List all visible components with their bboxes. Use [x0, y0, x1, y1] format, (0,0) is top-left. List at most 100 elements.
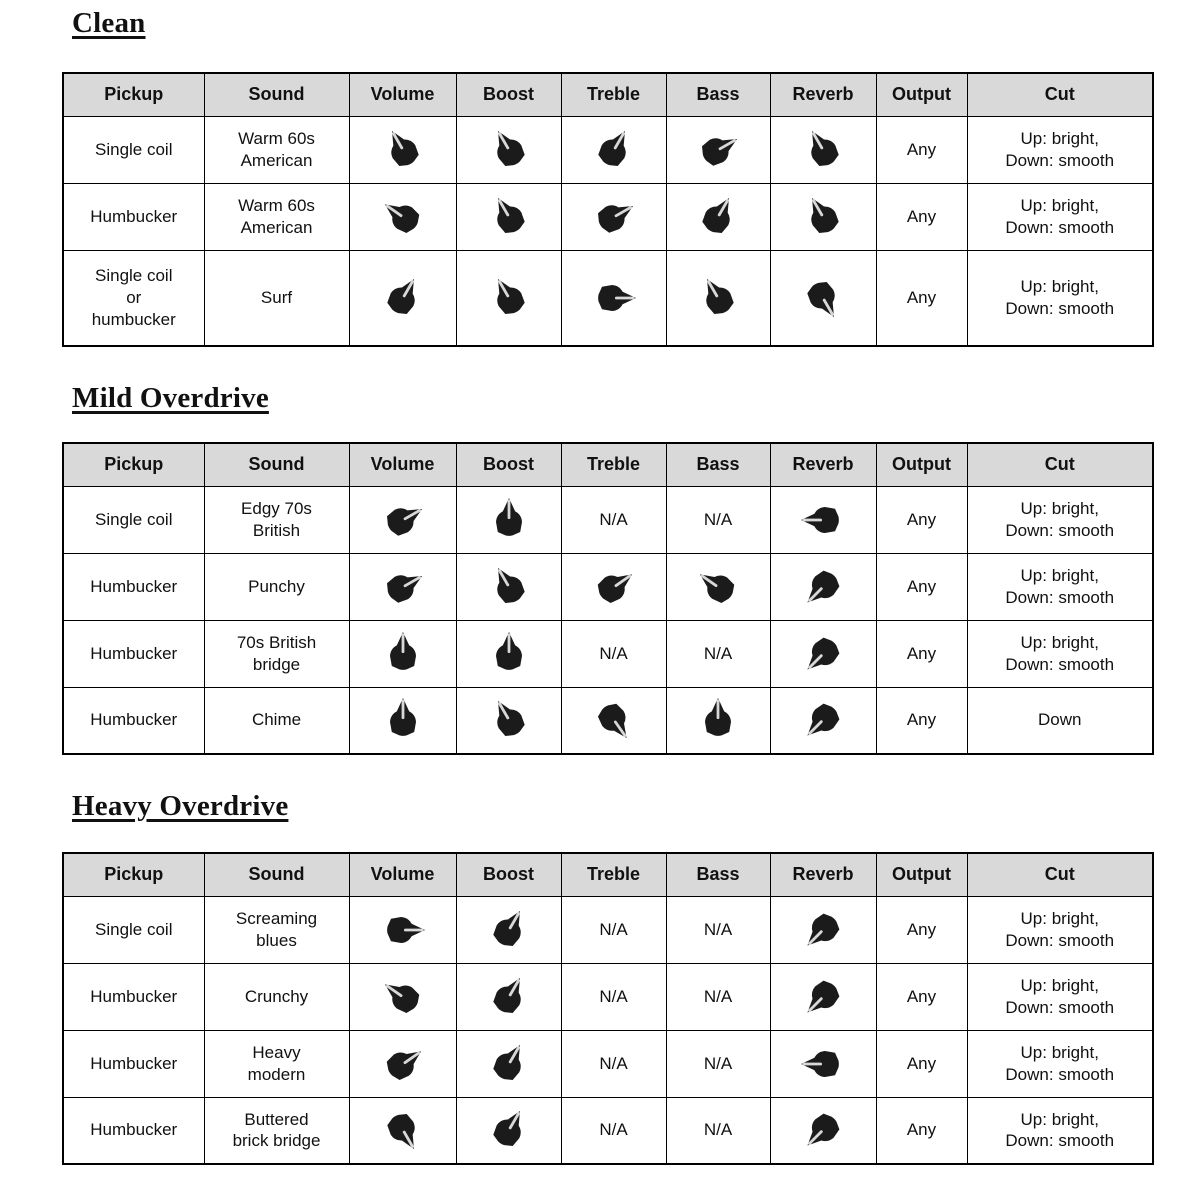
pickup-cell: Single coil or humbucker — [62, 249, 205, 347]
column-header-treble: Treble — [560, 442, 667, 487]
reverb-knob-icon — [807, 703, 840, 736]
column-header-reverb: Reverb — [769, 72, 877, 117]
column-header-output: Output — [875, 852, 968, 897]
cut-cell: Up: bright, Down: smooth — [966, 182, 1154, 251]
boost-knob-cell — [455, 115, 562, 184]
column-header-reverb: Reverb — [769, 442, 877, 487]
output-cell: Any — [875, 552, 968, 621]
column-header-boost: Boost — [455, 442, 562, 487]
reverb-knob-icon — [807, 570, 840, 603]
sound-cell: Punchy — [203, 552, 350, 621]
clean-settings-table: Pickup Sound Volume Boost Treble Bass Re… — [62, 72, 1154, 347]
reverb-knob-icon — [807, 637, 840, 670]
section-title-clean: Clean — [72, 7, 146, 39]
cut-cell: Down — [966, 686, 1154, 755]
reverb-knob-cell — [769, 1096, 877, 1165]
bass-knob-icon — [699, 573, 735, 603]
sound-cell: Buttered brick bridge — [203, 1096, 350, 1165]
treble-na-cell: N/A — [560, 619, 667, 688]
reverb-knob-cell — [769, 182, 877, 251]
column-header-treble: Treble — [560, 852, 667, 897]
bass-knob-cell — [665, 115, 771, 184]
treble-knob-cell — [560, 552, 667, 621]
boost-knob-cell — [455, 619, 562, 688]
reverb-knob-cell — [769, 962, 877, 1031]
table-row: Single coil Screaming blues N/A N/A Any Up: b… — [62, 895, 1154, 964]
pickup-cell: Single coil — [62, 485, 205, 554]
column-header-output: Output — [875, 72, 968, 117]
output-cell: Any — [875, 895, 968, 964]
cut-cell: Up: bright, Down: smooth — [966, 249, 1154, 347]
pickup-cell: Single coil — [62, 895, 205, 964]
bass-knob-icon — [705, 698, 731, 737]
reverb-knob-cell — [769, 485, 877, 554]
bass-knob-icon — [702, 197, 730, 233]
column-header-cut: Cut — [966, 852, 1154, 897]
treble-na-cell: N/A — [560, 895, 667, 964]
column-header-output: Output — [875, 442, 968, 487]
boost-knob-icon — [492, 1044, 521, 1080]
treble-na-cell: N/A — [560, 962, 667, 1031]
bass-knob-cell — [665, 552, 771, 621]
column-header-sound: Sound — [203, 72, 350, 117]
column-header-boost: Boost — [455, 852, 562, 897]
cut-cell: Up: bright, Down: smooth — [966, 895, 1154, 964]
reverb-knob-icon — [807, 980, 840, 1013]
volume-knob-cell — [348, 552, 457, 621]
treble-na-cell: N/A — [560, 1096, 667, 1165]
section-heavy-overdrive: Heavy Overdrive Pickup Sound Volume Boos… — [62, 791, 1185, 1165]
treble-na-cell: N/A — [560, 485, 667, 554]
pickup-cell: Humbucker — [62, 182, 205, 251]
sound-cell: Heavy modern — [203, 1029, 350, 1098]
reverb-knob-cell — [769, 115, 877, 184]
reverb-knob-icon — [807, 1113, 840, 1146]
column-header-bass: Bass — [665, 72, 771, 117]
volume-knob-icon — [386, 1050, 421, 1080]
table-row: Single coil Warm 60s American Any Up: brigh… — [62, 115, 1154, 184]
reverb-knob-cell — [769, 619, 877, 688]
reverb-knob-cell — [769, 895, 877, 964]
sound-cell: 70s British bridge — [203, 619, 350, 688]
table-row: Humbucker Chime Any Down — [62, 686, 1154, 755]
treble-knob-icon — [597, 573, 632, 603]
boost-knob-icon — [496, 130, 525, 166]
column-header-pickup: Pickup — [62, 72, 205, 117]
cut-cell: Up: bright, Down: smooth — [966, 1096, 1154, 1165]
volume-knob-icon — [386, 574, 422, 603]
reverb-knob-icon — [811, 197, 839, 233]
section-mild-overdrive: Mild Overdrive Pickup Sound Volume Boost… — [62, 383, 1185, 755]
treble-knob-cell — [560, 182, 667, 251]
output-cell: Any — [875, 686, 968, 755]
boost-knob-cell — [455, 895, 562, 964]
header-row: Pickup Sound Volume Boost Treble Bass Re… — [62, 72, 1154, 117]
sound-cell: Crunchy — [203, 962, 350, 1031]
amp-settings-document: Clean Pickup Sound Volume Boost Treble B… — [62, 7, 1185, 1165]
boost-knob-icon — [496, 278, 525, 314]
volume-knob-cell — [348, 895, 457, 964]
bass-knob-cell — [665, 182, 771, 251]
reverb-knob-icon — [811, 130, 839, 166]
header-row: Pickup Sound Volume Boost Treble Bass Re… — [62, 852, 1154, 897]
column-header-bass: Bass — [665, 442, 771, 487]
pickup-cell: Single coil — [62, 115, 205, 184]
reverb-knob-icon — [807, 913, 840, 946]
output-cell: Any — [875, 485, 968, 554]
bass-na-cell: N/A — [665, 619, 771, 688]
treble-knob-icon — [597, 284, 636, 311]
sound-cell: Warm 60s American — [203, 182, 350, 251]
volume-knob-cell — [348, 619, 457, 688]
volume-knob-cell — [348, 962, 457, 1031]
table-row: Humbucker Warm 60s American Any Up: bright,… — [62, 182, 1154, 251]
table-row: Single coil or humbucker Surf Any Up: brigh… — [62, 249, 1154, 347]
volume-knob-icon — [384, 983, 419, 1013]
volume-knob-cell — [348, 686, 457, 755]
column-header-volume: Volume — [348, 442, 457, 487]
volume-knob-cell — [348, 485, 457, 554]
volume-knob-icon — [389, 631, 416, 670]
treble-knob-icon — [597, 130, 626, 166]
volume-knob-icon — [386, 278, 415, 314]
boost-knob-cell — [455, 552, 562, 621]
reverb-knob-cell — [769, 686, 877, 755]
treble-knob-cell — [560, 686, 667, 755]
table-row: Single coil Edgy 70s British N/A N/A Any Up: … — [62, 485, 1154, 554]
